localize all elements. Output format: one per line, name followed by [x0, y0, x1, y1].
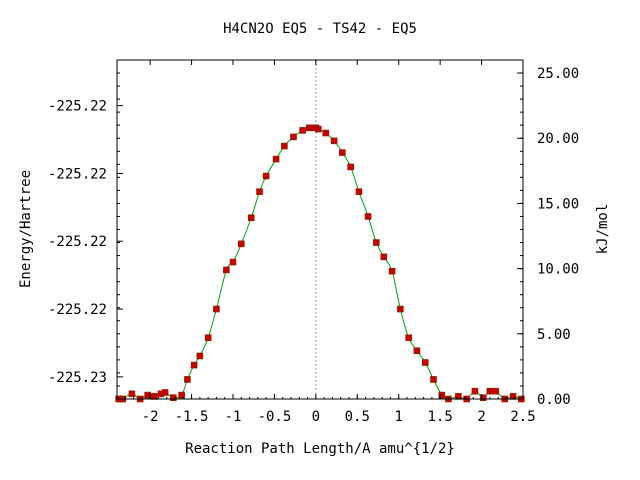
- data-point-18: [237, 240, 245, 248]
- data-markers: [115, 124, 525, 403]
- x-tick-label: -2: [142, 409, 159, 425]
- data-point-34: [355, 188, 363, 195]
- data-point-50: [486, 387, 494, 395]
- x-tick-label: 0.5: [345, 409, 370, 425]
- data-point-22: [272, 155, 280, 163]
- x-tick-label: -1: [225, 409, 242, 425]
- plot-area: [115, 60, 525, 403]
- data-point-44: [438, 391, 446, 399]
- data-point-32: [339, 149, 346, 156]
- data-point-5: [144, 391, 151, 399]
- data-point-35: [364, 213, 372, 220]
- data-point-51: [492, 387, 499, 395]
- data-point-41: [413, 347, 421, 355]
- data-point-16: [223, 266, 230, 274]
- data-point-31: [330, 137, 338, 145]
- energy-curve: [118, 127, 522, 400]
- data-point-39: [397, 305, 404, 313]
- data-point-43: [430, 376, 437, 383]
- x-tick-label: 1.5: [427, 409, 452, 425]
- data-point-3: [128, 390, 136, 398]
- x-tick-label: 1: [394, 409, 402, 425]
- data-point-29: [315, 125, 322, 133]
- data-point-9: [170, 394, 177, 401]
- x-axis-label: Reaction Path Length/A amu^{1/2}: [185, 441, 455, 457]
- data-point-38: [388, 267, 396, 275]
- x-tick-label: -1.5: [175, 409, 209, 425]
- data-point-20: [256, 188, 263, 195]
- data-point-25: [299, 127, 306, 134]
- data-point-14: [204, 334, 212, 342]
- data-point-15: [213, 305, 220, 313]
- left-tick-label: -225.22: [48, 302, 107, 318]
- x-tick-label: 2.5: [510, 409, 535, 425]
- data-point-8: [161, 389, 169, 396]
- right-tick-label: 10.00: [537, 262, 579, 278]
- data-point-42: [421, 359, 429, 366]
- right-tick-label: 20.00: [537, 131, 579, 147]
- data-point-37: [380, 253, 388, 261]
- data-point-24: [290, 133, 297, 141]
- left-tick-label: -225.22: [48, 166, 107, 182]
- data-point-33: [347, 163, 354, 171]
- chart-title: H4CN2O EQ5 - TS42 - EQ5: [223, 21, 417, 37]
- right-tick-label: 5.00: [537, 327, 571, 343]
- right-y-axis-label: kJ/mol: [595, 204, 611, 255]
- data-point-17: [229, 258, 237, 266]
- data-point-23: [281, 142, 288, 150]
- x-tick-label: 2: [477, 409, 485, 425]
- data-point-19: [247, 214, 255, 222]
- right-tick-label: 25.00: [537, 66, 579, 82]
- data-point-30: [322, 129, 330, 137]
- plot-frame: [116, 59, 524, 400]
- right-tick-label: 0.00: [537, 392, 571, 408]
- data-point-10: [178, 391, 185, 399]
- right-y-axis-ticks: 0.00 5.00 10.00 15.00 20.00 25.00: [517, 59, 579, 408]
- right-tick-label: 15.00: [537, 196, 579, 212]
- data-point-11: [184, 376, 191, 383]
- left-tick-label: -225.23: [48, 370, 107, 386]
- left-y-axis-label: Energy/Hartree: [18, 170, 34, 288]
- data-point-36: [373, 239, 380, 246]
- left-tick-label: -225.22: [48, 99, 107, 115]
- data-point-13: [196, 352, 204, 360]
- x-tick-label: -0.5: [258, 409, 292, 425]
- left-tick-label: -225.22: [48, 234, 107, 250]
- data-point-21: [262, 172, 270, 180]
- data-point-49: [479, 394, 487, 401]
- data-point-48: [471, 387, 479, 395]
- x-axis-ticks: -2 -1.5 -1 -0.5 0 0.5 1 1.5 2 2.5: [116, 60, 536, 425]
- data-point-6: [150, 393, 158, 400]
- data-point-12: [190, 361, 198, 369]
- data-point-40: [405, 334, 412, 342]
- left-y-axis-ticks: -225.23 -225.22 -225.22 -225.22 -225.22: [48, 59, 123, 400]
- x-tick-label: 0: [312, 409, 320, 425]
